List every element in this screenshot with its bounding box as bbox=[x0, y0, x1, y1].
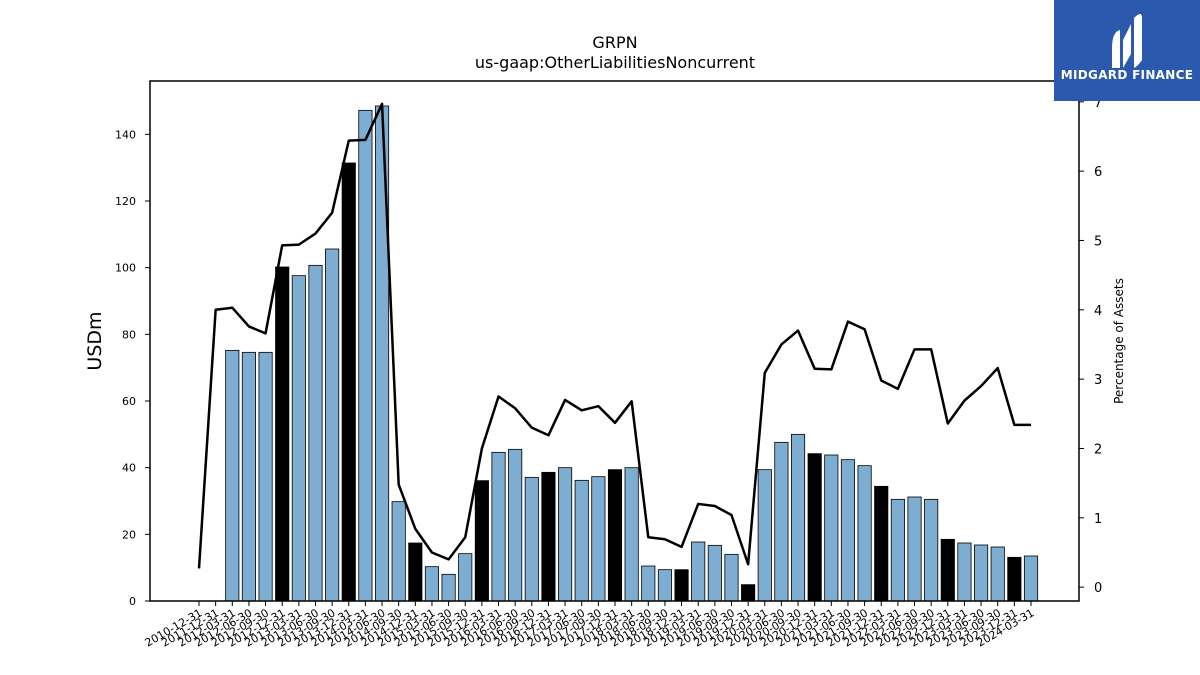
bar bbox=[225, 349, 240, 602]
y2-tick-label: 7 bbox=[1094, 96, 1102, 111]
bar bbox=[890, 498, 905, 602]
y-tick-label: 120 bbox=[115, 195, 136, 208]
chart-title: GRPN bbox=[592, 33, 638, 52]
bar bbox=[258, 351, 273, 602]
bar bbox=[524, 476, 539, 602]
y2-tick-label: 5 bbox=[1094, 234, 1102, 249]
y2-tick-label: 0 bbox=[1094, 581, 1102, 596]
x-axis: 2010-12-312011-12-312012-03-312012-06-30… bbox=[143, 601, 1037, 650]
bar bbox=[774, 441, 789, 602]
bar bbox=[657, 569, 672, 602]
y-axis-right: 0 1 2 3 4 5 6 7 bbox=[1079, 96, 1102, 596]
bar bbox=[624, 467, 639, 602]
bar bbox=[241, 351, 256, 602]
bar bbox=[474, 480, 489, 602]
bar bbox=[824, 454, 839, 602]
bar bbox=[374, 105, 390, 602]
y-tick-label: 20 bbox=[122, 528, 136, 541]
bar bbox=[508, 448, 523, 602]
y2-tick-label: 6 bbox=[1094, 165, 1102, 180]
bar bbox=[441, 573, 456, 602]
bar bbox=[924, 498, 939, 602]
bar bbox=[574, 479, 589, 602]
y-axis-left: 0 20 40 60 80 100 120 140 bbox=[115, 128, 150, 608]
y-tick-label: 40 bbox=[122, 462, 136, 475]
bar bbox=[424, 566, 440, 602]
y2-tick-label: 4 bbox=[1094, 304, 1102, 319]
bar bbox=[408, 542, 423, 602]
bar bbox=[491, 451, 506, 602]
bar bbox=[641, 565, 656, 602]
line-path bbox=[197, 102, 1031, 569]
y2-tick-label: 3 bbox=[1094, 373, 1102, 388]
logo-icon bbox=[1112, 14, 1142, 68]
bar bbox=[907, 496, 922, 602]
bar bbox=[541, 471, 556, 602]
y-tick-label: 100 bbox=[115, 262, 136, 275]
bar bbox=[790, 433, 806, 602]
y2-tick-label: 1 bbox=[1094, 512, 1102, 527]
bar bbox=[275, 266, 290, 602]
y-tick-label: 80 bbox=[122, 328, 136, 341]
bar bbox=[974, 544, 989, 602]
bar bbox=[325, 248, 340, 602]
y-tick-label: 0 bbox=[129, 595, 136, 608]
bar bbox=[1023, 555, 1039, 602]
bar bbox=[458, 553, 473, 602]
bar bbox=[757, 469, 772, 602]
line-series bbox=[197, 102, 1031, 569]
bar bbox=[940, 538, 955, 602]
bar bbox=[857, 465, 872, 602]
bar bbox=[957, 542, 972, 602]
chart-subtitle: us-gaap:OtherLiabilitiesNoncurrent bbox=[474, 53, 756, 72]
bar bbox=[807, 453, 822, 602]
bar bbox=[391, 501, 406, 602]
bar bbox=[741, 584, 756, 602]
bar bbox=[724, 553, 739, 602]
bar bbox=[607, 469, 623, 602]
y-axis-label: USDm bbox=[84, 311, 106, 370]
bar bbox=[358, 109, 373, 602]
bar bbox=[674, 569, 689, 602]
bar bbox=[691, 541, 706, 602]
bar bbox=[308, 264, 323, 602]
bar bbox=[990, 546, 1005, 602]
bar-series bbox=[225, 105, 1039, 602]
bar bbox=[1007, 556, 1022, 602]
bar bbox=[341, 162, 356, 602]
bar bbox=[558, 467, 573, 602]
bar bbox=[591, 476, 606, 602]
bar bbox=[840, 459, 856, 602]
bar bbox=[874, 485, 889, 602]
logo: MIDGARD FINANCE bbox=[1054, 0, 1200, 101]
y-tick-label: 140 bbox=[115, 128, 136, 141]
logo-text: MIDGARD FINANCE bbox=[1060, 68, 1194, 82]
y-tick-label: 60 bbox=[122, 395, 136, 408]
bar bbox=[707, 544, 722, 602]
bar bbox=[291, 275, 306, 602]
y2-axis-label: Percentage of Assets bbox=[1112, 278, 1126, 404]
y2-tick-label: 2 bbox=[1094, 442, 1102, 457]
